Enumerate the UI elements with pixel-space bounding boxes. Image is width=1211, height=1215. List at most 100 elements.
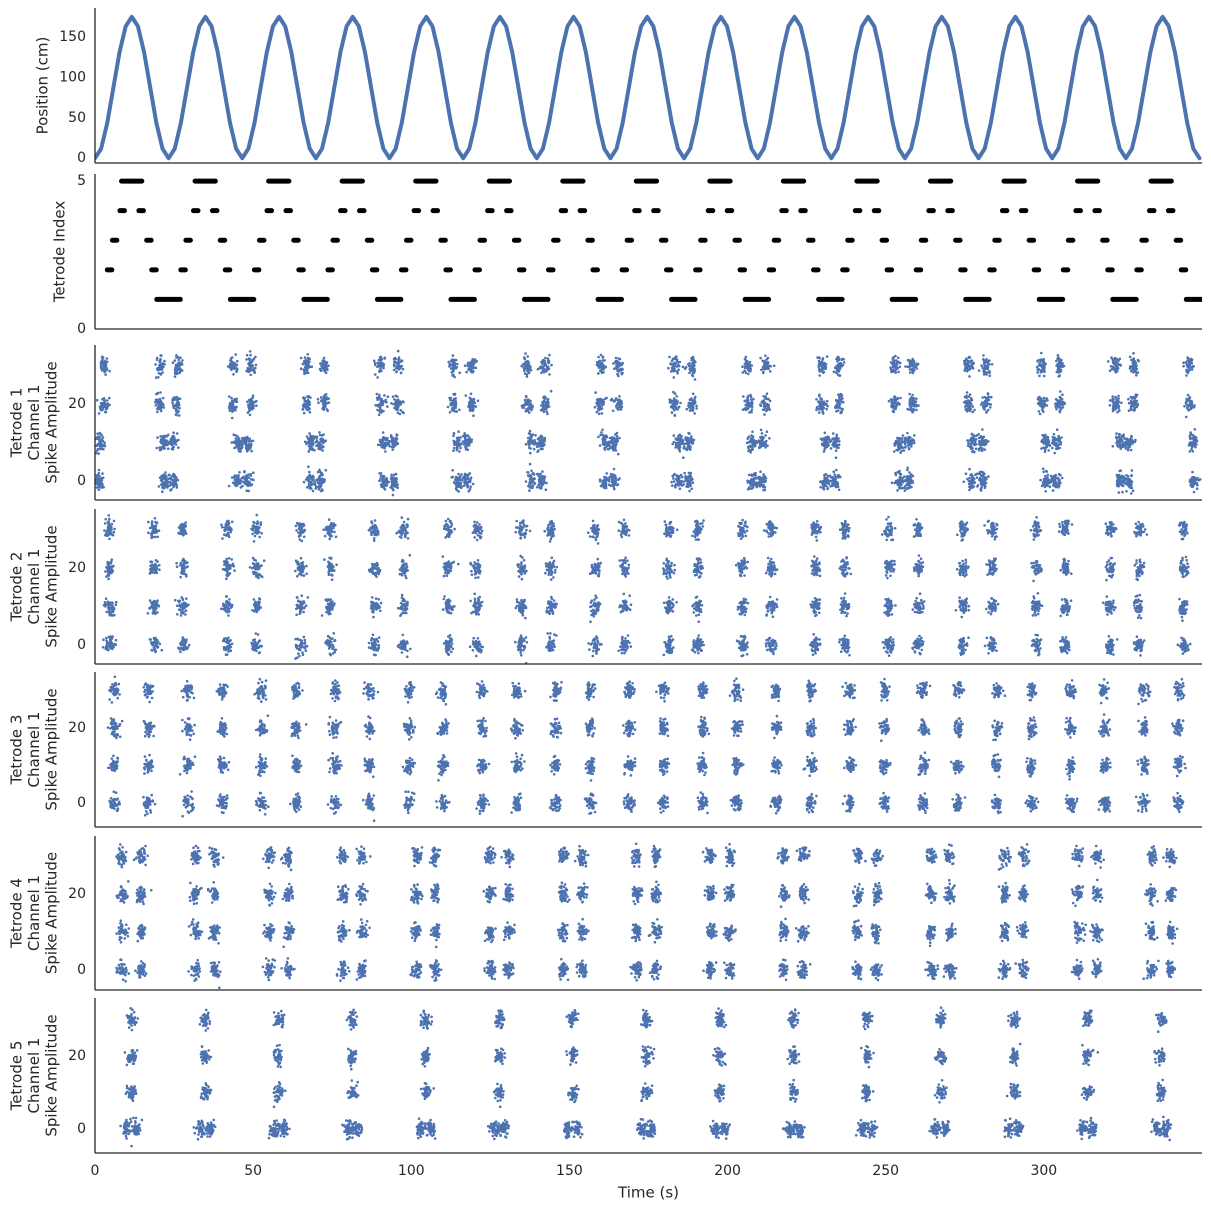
spike-dot <box>324 364 327 367</box>
spike-dot <box>1120 402 1123 405</box>
spike-dot <box>164 471 167 474</box>
spike-dot <box>969 443 972 446</box>
spike-dot <box>1129 484 1132 487</box>
spike-dot <box>903 449 906 452</box>
spike-train <box>210 208 219 213</box>
spike-dot <box>311 443 314 446</box>
spike-cluster <box>980 392 993 414</box>
spike-dot <box>765 440 768 443</box>
spike-dot <box>971 405 974 408</box>
spike-dot <box>308 361 311 364</box>
spike-train <box>301 297 329 302</box>
spike-dot <box>528 432 531 435</box>
spike-dot <box>253 372 256 375</box>
spike-dot <box>320 369 323 372</box>
spike-dot <box>448 363 451 366</box>
spike-dot <box>162 475 165 478</box>
spike-dot <box>171 402 174 405</box>
spike-dot <box>598 413 601 416</box>
spike-dot <box>747 447 750 450</box>
spike-dot <box>467 362 470 365</box>
spike-cluster <box>317 393 331 412</box>
spike-train <box>1027 238 1036 243</box>
spike-dot <box>378 403 381 406</box>
spike-dot <box>1054 475 1057 478</box>
spike-dot <box>1056 477 1059 480</box>
spike-dot <box>245 446 248 449</box>
spike-dot <box>1130 492 1133 495</box>
spike-dot <box>98 438 101 441</box>
spike-dot <box>528 489 531 492</box>
spike-cluster <box>241 470 255 492</box>
spike-dot <box>541 360 544 363</box>
spike-dot <box>826 400 829 403</box>
spike-dot <box>174 475 177 478</box>
spike-dot <box>108 397 111 400</box>
spike-dot <box>321 446 324 449</box>
spike-dot <box>673 403 676 406</box>
spike-dot <box>821 439 824 442</box>
spike-dot <box>396 434 399 437</box>
spike-dot <box>471 409 474 412</box>
spike-dot <box>972 437 975 440</box>
spike-dot <box>161 406 164 409</box>
spike-dot <box>164 474 167 477</box>
spike-cluster <box>521 395 534 414</box>
spike-dot <box>470 393 473 396</box>
spike-dot <box>467 405 470 408</box>
spike-dot <box>915 409 918 412</box>
spike-dot <box>834 482 837 485</box>
y-tick-label: 0 <box>77 321 86 337</box>
spike-dot <box>300 357 303 360</box>
spike-dot <box>611 398 614 401</box>
spike-dot <box>541 408 544 411</box>
spike-dot <box>546 411 549 414</box>
spike-dot <box>108 404 111 407</box>
spike-train <box>136 208 145 213</box>
spike-dot <box>989 406 992 409</box>
spike-dot <box>612 362 615 365</box>
spike-dot <box>1061 477 1064 480</box>
spike-dot <box>308 442 311 445</box>
spike-dot <box>228 395 231 398</box>
spike-dot <box>465 371 468 374</box>
spike-dot <box>762 476 765 479</box>
spike-dot <box>321 398 324 401</box>
spike-dot <box>317 471 320 474</box>
spike-dot <box>751 408 754 411</box>
spike-dot <box>1189 442 1192 445</box>
spike-dot <box>745 409 748 412</box>
spike-dot <box>978 437 981 440</box>
spike-dot <box>602 367 605 370</box>
spike-dot <box>764 446 767 449</box>
spike-dot <box>891 402 894 405</box>
spike-dot <box>1039 479 1042 482</box>
spike-dot <box>598 364 601 367</box>
spike-train <box>928 179 953 184</box>
spike-dot <box>822 480 825 483</box>
spike-dot <box>667 367 670 370</box>
spike-dot <box>765 409 768 412</box>
spike-dot <box>1058 473 1061 476</box>
spike-dot <box>402 368 405 371</box>
spike-cluster <box>1189 471 1202 494</box>
spike-cluster <box>319 357 330 374</box>
spike-dot <box>596 411 599 414</box>
spike-dot <box>690 478 693 481</box>
spike-dot <box>1124 441 1127 444</box>
spike-dot <box>823 483 826 486</box>
spike-dot <box>911 394 914 397</box>
spike-dot <box>324 469 327 472</box>
spike-dot <box>395 405 398 408</box>
spike-dot <box>604 442 607 445</box>
spike-dot <box>451 469 454 472</box>
spike-dot <box>385 442 388 445</box>
spike-dot <box>907 438 910 441</box>
spike-dot <box>156 408 159 411</box>
spike-dot <box>894 408 897 411</box>
spike-dot <box>838 403 841 406</box>
spike-dot <box>239 450 242 453</box>
spike-cluster <box>245 350 257 376</box>
spike-dot <box>838 397 841 400</box>
spike-dot <box>544 357 547 360</box>
